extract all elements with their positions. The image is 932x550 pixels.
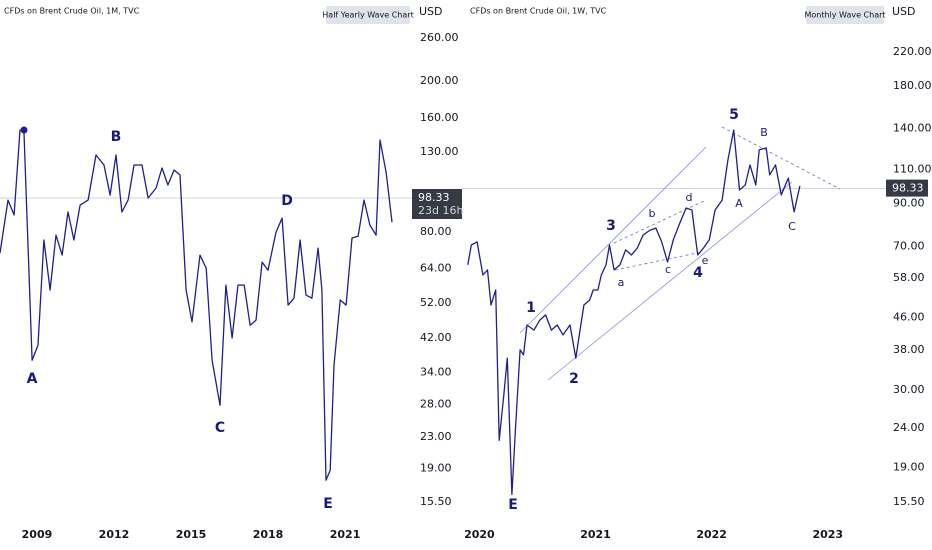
annotation: A xyxy=(735,197,743,210)
y-tick-label: 70.00 xyxy=(893,239,925,252)
trend-line xyxy=(613,199,707,244)
price-label: 98.33 xyxy=(892,182,924,195)
y-tick-label: 46.00 xyxy=(893,310,925,323)
annotation: C xyxy=(788,220,796,233)
annotation: c xyxy=(665,263,671,276)
y-tick-label: 34.00 xyxy=(420,366,452,379)
x-tick-label: 2020 xyxy=(464,528,495,541)
annotation: 1 xyxy=(526,300,536,316)
button-bg[interactable] xyxy=(326,6,410,24)
x-tick-label: 2022 xyxy=(696,528,727,541)
button[interactable]: Half Yearly Wave Chart xyxy=(322,11,413,20)
annotation: 3 xyxy=(606,218,616,234)
y-tick-label: 19.00 xyxy=(420,461,452,474)
price-label-bg xyxy=(886,179,928,197)
y-tick-label: 130.00 xyxy=(420,145,459,158)
annotation: 5 xyxy=(729,107,739,123)
trend-line xyxy=(614,251,703,271)
annotation: a xyxy=(618,276,625,289)
annotation: E xyxy=(508,497,518,513)
trend-line xyxy=(547,181,793,381)
button[interactable]: Monthly Wave Chart xyxy=(804,11,885,20)
y-tick-label: 160.00 xyxy=(420,111,459,124)
y-tick-label: 23.00 xyxy=(420,430,452,443)
annotation: A xyxy=(27,371,38,387)
trend-line xyxy=(519,146,707,334)
y-tick-label: 180.00 xyxy=(893,79,932,92)
annotation: b xyxy=(649,207,656,220)
y-tick-label: 110.00 xyxy=(893,163,932,176)
trend-line xyxy=(721,126,841,190)
y-tick-label: 220.00 xyxy=(893,45,932,58)
annotation: E xyxy=(323,496,333,512)
annotation: 2 xyxy=(569,371,579,387)
y-tick-label: 200.00 xyxy=(420,74,459,87)
price-label: 98.33 xyxy=(418,191,450,204)
x-tick-label: 2023 xyxy=(812,528,843,541)
annotation: D xyxy=(281,193,293,209)
y-tick-label: 19.00 xyxy=(893,460,925,473)
chart-title: CFDs on Brent Crude Oil, 1W, TVC xyxy=(470,7,607,16)
annotation: d xyxy=(686,191,693,204)
y-tick-label: 90.00 xyxy=(893,197,925,210)
annotation: B xyxy=(111,129,122,145)
y-tick-label: 58.00 xyxy=(893,271,925,284)
y-tick-label: 30.00 xyxy=(893,383,925,396)
y-tick-label: 24.00 xyxy=(893,421,925,434)
unit: USD xyxy=(892,5,916,18)
y-tick-label: 28.00 xyxy=(420,398,452,411)
y-tick-label: 80.00 xyxy=(420,225,452,238)
x-tick-label: 2021 xyxy=(580,528,611,541)
x-tick-label: 2018 xyxy=(253,528,284,541)
annotation: B xyxy=(760,126,768,139)
price-line xyxy=(467,129,801,496)
price-label-bg xyxy=(412,188,462,219)
x-tick-label: 2015 xyxy=(176,528,207,541)
x-tick-label: 2012 xyxy=(99,528,130,541)
annotation: C xyxy=(215,420,225,436)
y-tick-label: 64.00 xyxy=(420,262,452,275)
button-bg[interactable] xyxy=(806,6,884,24)
x-tick-label: 2021 xyxy=(330,528,361,541)
y-tick-label: 260.00 xyxy=(420,31,459,44)
y-tick-label: 38.00 xyxy=(893,343,925,356)
y-tick-label: 140.00 xyxy=(893,122,932,135)
countdown: 23d 16h xyxy=(418,204,463,217)
chart-title: CFDs on Brent Crude Oil, 1M, TVC xyxy=(4,7,140,16)
price-line xyxy=(0,129,393,481)
unit: USD xyxy=(419,5,443,18)
y-tick-label: 15.50 xyxy=(893,495,925,508)
y-tick-label: 52.00 xyxy=(420,296,452,309)
annotation: 4 xyxy=(693,265,703,281)
x-tick-label: 2009 xyxy=(22,528,53,541)
y-tick-label: 15.50 xyxy=(420,495,452,508)
annotation: e xyxy=(702,254,709,267)
y-tick-label: 42.00 xyxy=(420,331,452,344)
